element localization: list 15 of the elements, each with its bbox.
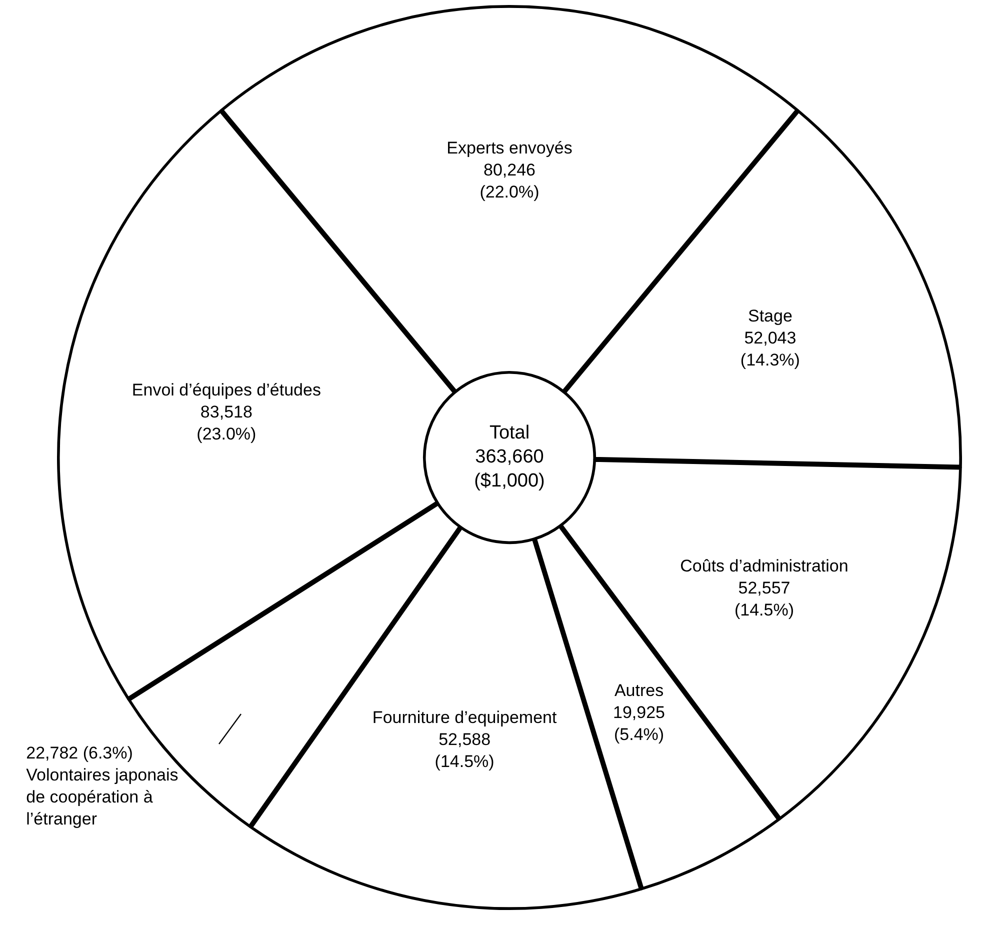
text: Total 363,660 ($1,000) [474,422,545,492]
data-label: 80,246 (22.0%) [480,160,540,202]
slice-label: Envoi d’équipes d’études [132,380,321,400]
slice-label: Fourniture d’equipement [372,708,557,728]
data-label: 52,557 (14.5%) [734,578,794,620]
slice-label: Autres [614,680,664,700]
data-label: 52,588 (14.5%) [434,730,494,772]
slice-label: Experts envoyés [446,138,572,158]
data-label: 83,518 (23.0%) [196,402,256,444]
slice-label: Stage [748,306,792,326]
data-label: 22,782 (6.3%) [26,743,133,762]
slice-label: Coûts d’administration [680,556,848,576]
data-label: 19,925 (5.4%) [613,702,666,744]
slice-label: Volontaires japonais de coopération à l’étranger [26,765,178,828]
data-label: 52,043 (14.3%) [740,328,800,370]
